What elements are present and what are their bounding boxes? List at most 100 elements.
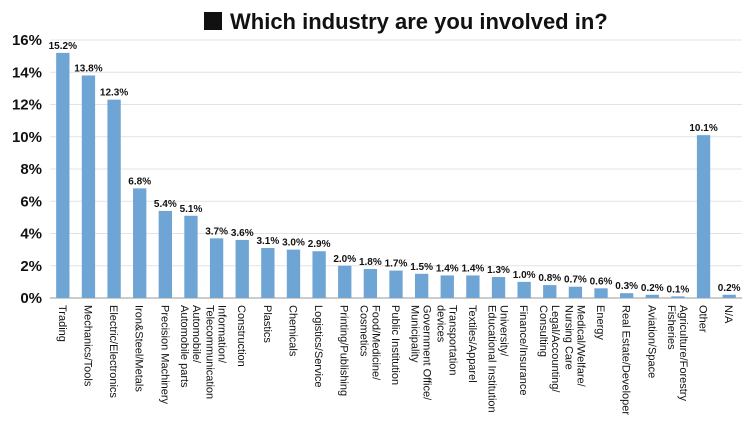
x-tick-label-line: Trading: [56, 305, 68, 342]
x-tick-label: Medical/Welfare/Nursing Care: [562, 305, 586, 388]
x-tick-label: Real Estate/Developer: [620, 305, 632, 415]
x-tick-label-line: Plastics: [261, 305, 273, 343]
x-tick-label-line: Transportation: [446, 305, 458, 376]
x-tick-label: Precision Machinery: [158, 305, 170, 405]
data-label: 0.6%: [590, 276, 613, 287]
data-label: 1.0%: [513, 270, 536, 281]
data-label: 13.8%: [74, 63, 102, 74]
bar: [261, 248, 275, 298]
data-label: 15.2%: [49, 41, 77, 52]
data-label: 5.4%: [154, 199, 177, 210]
bar: [568, 286, 583, 298]
data-label: 2.0%: [333, 254, 356, 265]
data-label: 3.6%: [231, 228, 254, 239]
y-tick-label: 0%: [20, 290, 42, 307]
x-tick-label: Automobile/Automobile parts: [178, 305, 202, 388]
bar: [491, 277, 506, 298]
x-tick-label: Logistics/Service: [312, 305, 324, 388]
x-tick-label: University/Educational Institution: [486, 305, 510, 413]
x-tick-label-line: Fisheries: [665, 305, 677, 350]
y-tick-label: 2%: [20, 258, 42, 275]
x-tick-label-line: Government Office/: [421, 305, 433, 401]
bar: [158, 210, 172, 298]
x-tick-label-line: Finance/Insurance: [517, 305, 529, 396]
x-tick-label-line: Cosmetics: [357, 305, 369, 357]
bar: [56, 52, 70, 299]
bar: [286, 249, 301, 298]
y-tick-label: 16%: [12, 32, 42, 49]
x-tick-label-line: Other: [697, 305, 709, 333]
x-tick-label-line: Information/: [216, 305, 228, 364]
data-label: 0.1%: [667, 284, 690, 295]
x-tick-label: Information/Telecommunication: [204, 305, 228, 399]
x-tick-label-line: Precision Machinery: [158, 305, 170, 405]
data-labels: 15.2% 13.8% 12.3% 6.8% 5.4% 5.1%3.7% 3.6%3.1% 3…: [49, 41, 741, 295]
bar: [440, 275, 454, 298]
x-tick-label-line: Iron&Steel/Metals: [133, 305, 145, 392]
data-label: 1.8%: [359, 257, 382, 268]
gridlines: [50, 39, 742, 267]
x-tick-label-line: Food/Medicine/: [369, 305, 381, 381]
data-label: 10.1%: [689, 123, 717, 134]
y-tick-label: 10%: [12, 129, 42, 146]
bar: [184, 215, 198, 298]
bar: [107, 99, 121, 298]
bar: [517, 281, 531, 298]
bar: [338, 265, 352, 298]
x-tick-label: Printing/Publishing: [338, 305, 350, 396]
x-tick-label-line: Telecommunication: [204, 305, 216, 399]
x-tick-label-line: Real Estate/Developer: [620, 305, 632, 415]
data-label: 3.0%: [282, 238, 305, 249]
x-tick-label: Public Institution: [389, 305, 401, 385]
x-tick-label-line: Textiles/Apparel: [466, 305, 478, 383]
x-tick-label-line: Medical/Welfare/: [574, 305, 586, 388]
data-label: 3.7%: [205, 226, 228, 237]
data-label: 1.3%: [487, 265, 510, 276]
bar: [594, 288, 608, 298]
x-tick-label: Construction: [235, 305, 247, 367]
x-tick-label: Finance/Insurance: [517, 305, 529, 396]
x-tick-label-line: University/: [498, 305, 510, 357]
bar: [312, 251, 326, 298]
x-tick-label: Iron&Steel/Metals: [133, 305, 145, 392]
x-tick-label-line: Construction: [235, 305, 247, 367]
title-square-marker: [204, 12, 222, 30]
bars: [56, 52, 736, 299]
x-tick-label-line: Municipality: [409, 305, 421, 363]
data-label: 3.1%: [256, 236, 279, 247]
x-tick-label-line: Mechanics/Tools: [81, 305, 93, 387]
y-tick-label: 6%: [20, 193, 42, 210]
x-tick-label-line: Automobile/: [190, 305, 202, 364]
data-label: 0.2%: [641, 283, 664, 294]
x-tick-label: Mechanics/Tools: [81, 305, 93, 387]
data-label: 2.9%: [308, 239, 331, 250]
data-label: 1.5%: [410, 262, 433, 273]
x-tick-label: Chemicals: [286, 305, 298, 357]
x-tick-label: Government Office/Municipality: [409, 305, 433, 401]
data-label: 0.2%: [718, 283, 741, 294]
x-tick-label-line: Aviation/Space: [645, 305, 657, 378]
data-label: 12.3%: [100, 88, 128, 99]
y-tick-label: 4%: [20, 226, 42, 243]
bar: [620, 293, 634, 298]
bar: [414, 273, 429, 298]
x-tick-label: Aviation/Space: [645, 305, 657, 378]
bar: [696, 135, 711, 298]
data-label: 0.7%: [564, 275, 587, 286]
x-axis-labels: Trading Mechanics/Tools Electric/Electroni…: [56, 305, 734, 415]
x-tick-label: Legal/Accounting/Consulting: [537, 305, 561, 393]
x-tick-label-line: Public Institution: [389, 305, 401, 385]
x-tick-label: Electric/Electronics: [107, 305, 119, 398]
data-label: 1.4%: [461, 263, 484, 274]
chart-title: Which industry are you involved in?: [230, 9, 608, 34]
data-label: 5.1%: [180, 204, 203, 215]
x-tick-label-line: Electric/Electronics: [107, 305, 119, 398]
data-label: 0.3%: [615, 281, 638, 292]
x-tick-label: Textiles/Apparel: [466, 305, 478, 383]
x-tick-label: N/A: [722, 305, 734, 324]
x-tick-label: Food/Medicine/Cosmetics: [357, 305, 381, 381]
x-tick-label-line: Automobile parts: [178, 305, 190, 388]
x-tick-label-line: Energy: [594, 305, 606, 340]
